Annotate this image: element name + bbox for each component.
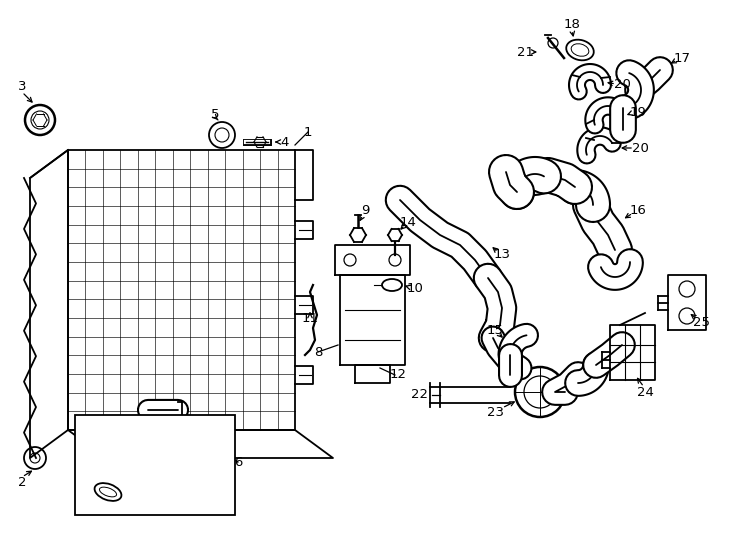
- Text: 5: 5: [211, 109, 219, 122]
- Text: 9: 9: [361, 204, 369, 217]
- Circle shape: [515, 367, 565, 417]
- Text: 3: 3: [18, 80, 26, 93]
- Circle shape: [25, 105, 55, 135]
- Text: 13: 13: [493, 248, 511, 261]
- Text: 7: 7: [144, 485, 152, 498]
- Text: 21: 21: [517, 45, 534, 58]
- Text: 19: 19: [630, 105, 647, 118]
- Text: 1: 1: [304, 125, 312, 138]
- Text: 18: 18: [564, 18, 581, 31]
- Text: 10: 10: [407, 281, 424, 294]
- Ellipse shape: [95, 483, 121, 501]
- Text: 22: 22: [412, 388, 429, 402]
- Text: 24: 24: [636, 386, 653, 399]
- Circle shape: [209, 122, 235, 148]
- Text: 8: 8: [314, 346, 322, 359]
- Text: 14: 14: [399, 215, 416, 228]
- Text: 20: 20: [631, 141, 648, 154]
- Text: 23: 23: [487, 406, 504, 419]
- Text: 16: 16: [630, 204, 647, 217]
- Circle shape: [24, 447, 46, 469]
- Ellipse shape: [566, 39, 594, 60]
- Text: 11: 11: [302, 312, 319, 325]
- Text: 15: 15: [487, 323, 504, 336]
- Ellipse shape: [382, 279, 402, 291]
- Text: 4: 4: [281, 136, 289, 148]
- Text: 12: 12: [390, 368, 407, 381]
- Text: 17: 17: [674, 51, 691, 64]
- Text: 20: 20: [614, 78, 631, 91]
- Text: 2: 2: [18, 476, 26, 489]
- Bar: [75, 415, 235, 515]
- Text: 6: 6: [234, 456, 242, 469]
- Text: 25: 25: [694, 315, 711, 328]
